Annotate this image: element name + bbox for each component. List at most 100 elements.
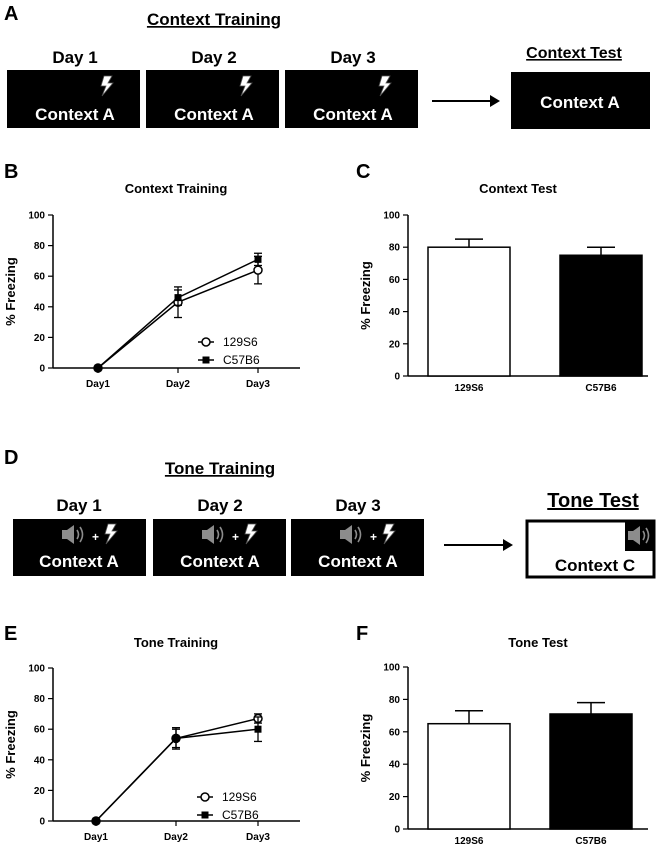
panel-letter-f: F	[356, 623, 368, 645]
d-day-1-label: Day 1	[56, 496, 101, 515]
x-tick-label: Day1	[86, 379, 110, 390]
context-test-box: Context A	[511, 72, 650, 129]
y-tick-label: 80	[389, 695, 401, 706]
d-day-2-box: + Context A	[153, 519, 286, 576]
chart-context-test: Context Test % Freezing 0 20 40 60 80 100 129S6 C…	[358, 181, 648, 394]
chart-title: Context Test	[479, 181, 557, 196]
plus-sign: +	[370, 530, 377, 544]
legend-marker	[200, 792, 210, 802]
tone-test-title: Tone Test	[547, 490, 639, 512]
a-day-3-label: Day 3	[330, 48, 375, 67]
legend-label: 129S6	[222, 790, 257, 804]
y-tick-label: 80	[34, 694, 46, 705]
y-tick-label: 60	[34, 725, 46, 736]
d-day-3-box: + Context A	[291, 519, 424, 576]
y-tick-label: 80	[34, 241, 46, 252]
a-day-2-label: Day 2	[191, 48, 236, 67]
y-tick-label: 20	[34, 333, 46, 344]
chart-tone-training: Tone Training % Freezing 0 20 40 60 80 100 Day1 D…	[3, 635, 300, 843]
a-day-1-box-label: Context A	[35, 105, 115, 124]
y-tick-label: 60	[389, 727, 401, 738]
d-day-1-box-label: Context A	[39, 552, 119, 571]
y-tick-label: 0	[39, 364, 45, 375]
legend-label: C57B6	[222, 808, 259, 822]
x-tick-label: C57B6	[575, 836, 607, 847]
d-arrow	[444, 539, 513, 551]
data-point-C57B6	[94, 364, 102, 372]
y-tick-label: 80	[389, 243, 401, 254]
y-tick-label: 60	[34, 272, 46, 283]
tone-test-box-label: Context C	[555, 556, 635, 575]
context-training-title: Context Training	[147, 10, 281, 29]
y-axis-label: % Freezing	[358, 714, 373, 783]
bar-C57B6	[559, 254, 643, 377]
y-tick-label: 40	[389, 307, 401, 318]
data-point-C57B6	[92, 817, 100, 825]
y-tick-label: 40	[34, 755, 46, 766]
chart-tone-test: Tone Test % Freezing 0 20 40 60 80 100 129S6 C57B…	[358, 635, 648, 847]
y-tick-label: 20	[389, 339, 401, 350]
d-day-3-label: Day 3	[335, 496, 380, 515]
x-tick-label: Day2	[164, 832, 188, 843]
data-point-129S6	[253, 265, 263, 275]
chart-context-training: Context Training % Freezing 0 20 40 60 80 100 Da…	[3, 181, 300, 390]
y-tick-label: 60	[389, 275, 401, 286]
chart-title: Tone Training	[134, 635, 218, 650]
tone-test-box: Context C	[525, 519, 656, 579]
d-day-2-label: Day 2	[197, 496, 242, 515]
legend-marker	[201, 811, 209, 819]
x-tick-label: C57B6	[585, 383, 617, 394]
y-tick-label: 40	[34, 302, 46, 313]
y-tick-label: 0	[394, 825, 400, 836]
d-day-2-box-label: Context A	[180, 552, 260, 571]
y-tick-label: 40	[389, 760, 401, 771]
y-tick-label: 100	[383, 211, 400, 222]
panel-letter-e: E	[4, 623, 17, 645]
y-tick-label: 0	[39, 817, 45, 828]
x-tick-label: Day1	[84, 832, 108, 843]
a-day-2-box: Context A	[146, 70, 279, 128]
plus-sign: +	[232, 530, 239, 544]
y-axis-label: % Freezing	[3, 257, 18, 326]
a-day-3-box-label: Context A	[313, 105, 393, 124]
panel-letter-d: D	[4, 447, 18, 469]
legend-label: C57B6	[223, 353, 260, 367]
chart-title: Context Training	[125, 181, 228, 196]
y-tick-label: 20	[34, 786, 46, 797]
y-axis-label: % Freezing	[3, 710, 18, 779]
a-day-1-box: Context A	[7, 70, 140, 128]
plus-sign: +	[92, 530, 99, 544]
panel-letter-b: B	[4, 161, 18, 183]
x-tick-label: 129S6	[455, 383, 484, 394]
x-tick-label: Day3	[246, 379, 270, 390]
x-tick-label: Day3	[246, 832, 270, 843]
bar-129S6	[427, 722, 511, 830]
legend-marker	[201, 337, 211, 347]
x-tick-label: 129S6	[455, 836, 484, 847]
context-test-title: Context Test	[526, 45, 622, 62]
d-day-1-box: + Context A	[13, 519, 146, 576]
a-day-3-box: Context A	[285, 70, 418, 128]
tone-training-title: Tone Training	[165, 459, 275, 478]
bar-129S6	[427, 246, 511, 377]
a-day-1-label: Day 1	[52, 48, 97, 67]
bar-C57B6	[549, 713, 633, 830]
chart-title: Tone Test	[508, 635, 568, 650]
y-tick-label: 100	[28, 211, 45, 222]
data-point-C57B6	[172, 734, 180, 742]
legend-label: 129S6	[223, 335, 258, 349]
y-axis-label: % Freezing	[358, 261, 373, 330]
a-arrow	[432, 95, 500, 107]
data-point-C57B6	[174, 294, 182, 302]
a-day-2-box-label: Context A	[174, 105, 254, 124]
panel-letter-c: C	[356, 161, 370, 183]
data-point-C57B6	[254, 725, 262, 733]
y-tick-label: 0	[394, 372, 400, 383]
panel-letter-a: A	[4, 3, 18, 25]
data-point-C57B6	[254, 255, 262, 263]
x-tick-label: Day2	[166, 379, 190, 390]
legend-marker	[202, 356, 210, 364]
y-tick-label: 100	[383, 663, 400, 674]
context-test-box-label: Context A	[540, 93, 620, 112]
